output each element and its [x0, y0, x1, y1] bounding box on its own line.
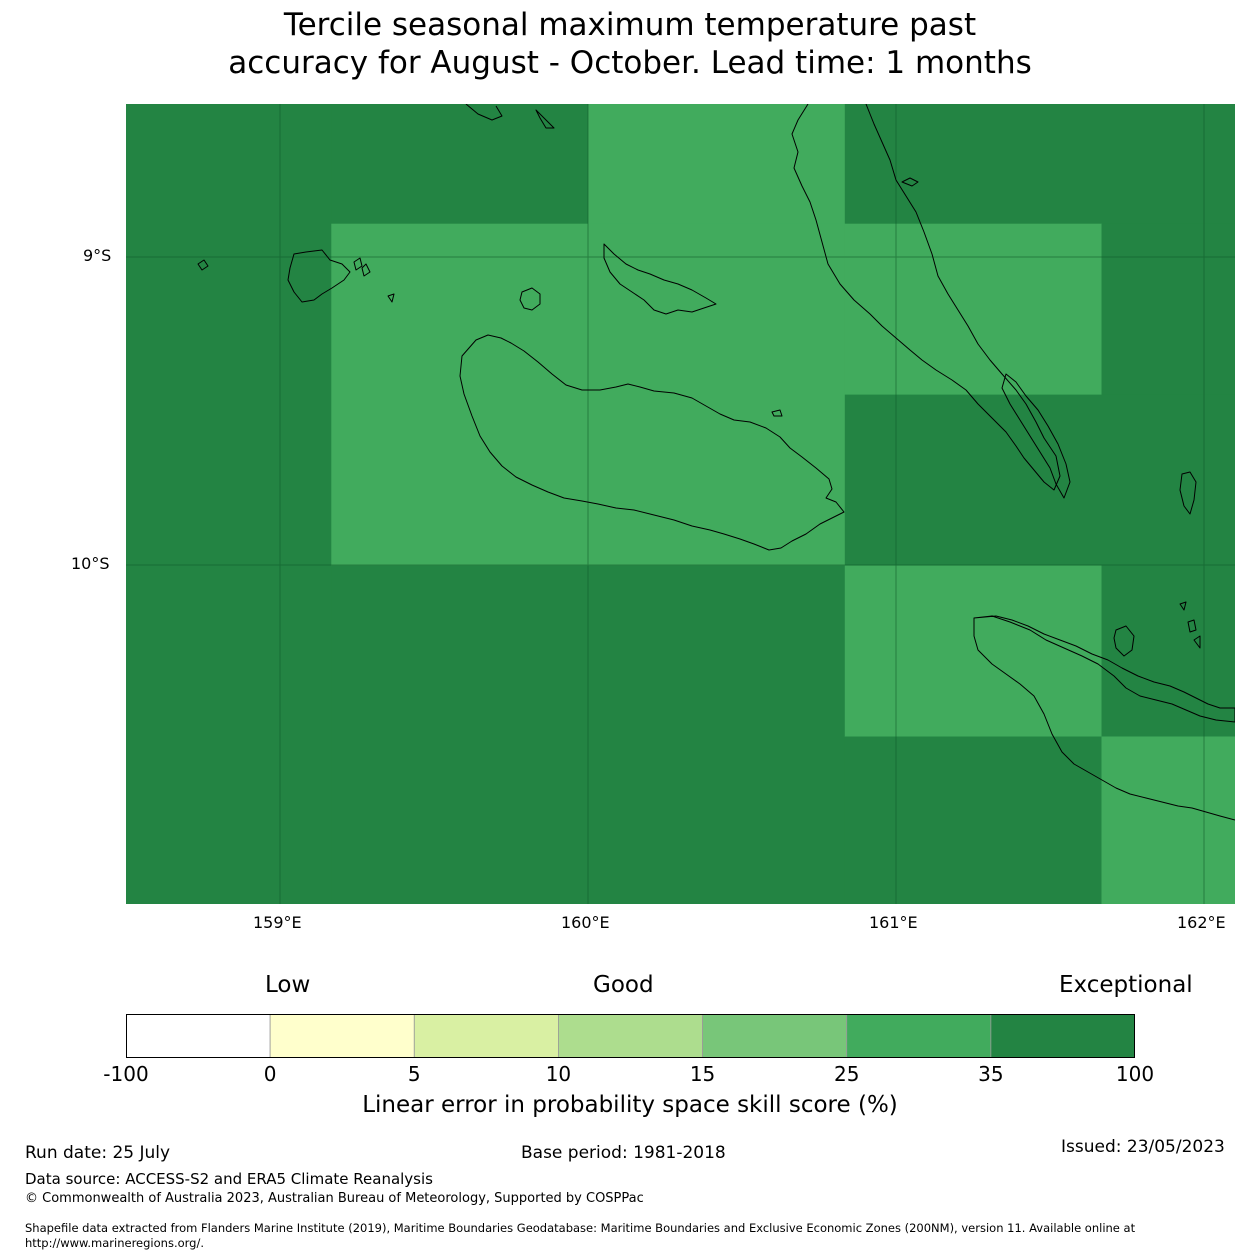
- colorbar-label: Linear error in probability space skill …: [362, 1092, 898, 1118]
- map-gridlines: [126, 104, 1235, 904]
- chart-title: Tercile seasonal maximum temperature pas…: [0, 6, 1260, 82]
- guadalcanal-island: [459, 334, 845, 551]
- data-source: Data source: ACCESS-S2 and ERA5 Climate …: [25, 1170, 433, 1188]
- grid-cell-6: [1101, 223, 1235, 396]
- florida-islands: [603, 243, 717, 315]
- colorbar-tick-label: 100: [1115, 1062, 1155, 1086]
- grid-cell-1: [331, 104, 589, 225]
- uki-island: [1179, 471, 1197, 515]
- makira-south-coast: [973, 618, 1235, 821]
- grid-cell-7: [844, 394, 1235, 567]
- islet-8: [1187, 619, 1197, 633]
- colorbar-segment-1: [269, 1014, 415, 1058]
- colorbar-tick-label: -100: [103, 1062, 149, 1086]
- issued-date: Issued: 23/05/2023: [1061, 1137, 1225, 1157]
- islet-2: [535, 109, 555, 129]
- grid-cell-12: [1101, 736, 1235, 904]
- lat-label-10s: 10°S: [71, 554, 110, 573]
- grid-cell-11: [844, 736, 1103, 904]
- grid-cells: [126, 104, 1235, 904]
- run-date: Run date: 25 July: [25, 1143, 171, 1163]
- colorbar-segment-6: [990, 1014, 1135, 1058]
- lon-label-159e: 159°E: [253, 913, 302, 932]
- colorbar-tick-label: 10: [545, 1062, 572, 1086]
- grid-cell-9: [844, 565, 1103, 737]
- colorbar-tick-label: 0: [263, 1062, 277, 1086]
- grid-cell-10: [1101, 565, 1235, 737]
- islet-1: [465, 104, 503, 121]
- small-island-east: [901, 177, 919, 187]
- title-line-2: accuracy for August - October. Lead time…: [228, 45, 1032, 81]
- lon-label-161e: 161°E: [869, 913, 918, 932]
- colorbar-category-good: Good: [593, 972, 654, 998]
- copyright: © Commonwealth of Australia 2023, Austra…: [25, 1191, 644, 1206]
- small-malaita-island: [1001, 373, 1071, 499]
- lon-label-162e: 162°E: [1177, 913, 1226, 932]
- makira-island: [973, 615, 1235, 723]
- malaita-island: [791, 104, 1061, 491]
- islet-7: [1179, 601, 1187, 611]
- colorbar-category-low: Low: [265, 972, 311, 998]
- russell-islands: [287, 249, 351, 303]
- grid-cell-5: [844, 223, 1103, 396]
- skill-map: [126, 104, 1235, 904]
- colorbar-tick-label: 15: [689, 1062, 716, 1086]
- coastlines: [197, 104, 1235, 821]
- colorbar-tick-label: 5: [407, 1062, 421, 1086]
- lat-label-9s: 9°S: [83, 246, 112, 265]
- colorbar-segment-2: [413, 1014, 559, 1058]
- grid-cell-0: [126, 104, 332, 904]
- islet-3: [353, 257, 363, 271]
- colorbar-tick-label: 25: [833, 1062, 860, 1086]
- colorbar-segment-4: [702, 1014, 848, 1058]
- base-period: Base period: 1981-2018: [521, 1143, 726, 1163]
- shapefile-credit-line-1: Shapefile data extracted from Flanders M…: [25, 1221, 1136, 1235]
- colorbar-segment-0: [126, 1014, 271, 1058]
- colorbar-category-exceptional: Exceptional: [1059, 972, 1193, 998]
- grid-cell-2: [588, 104, 846, 225]
- islet-6: [771, 409, 783, 417]
- lon-label-160e: 160°E: [561, 913, 610, 932]
- grid-cell-3: [844, 104, 1235, 225]
- colorbar-tick-label: 35: [978, 1062, 1004, 1086]
- islet-9: [1193, 635, 1201, 649]
- colorbar: [126, 1014, 1135, 1058]
- savo-island: [519, 287, 541, 311]
- colorbar-segment-3: [558, 1014, 703, 1058]
- shapefile-credit-line-2: http://www.marineregions.org/.: [25, 1236, 204, 1250]
- colorbar-segment-5: [846, 1014, 992, 1058]
- islet-4: [361, 263, 371, 277]
- ulawa-island: [1113, 625, 1135, 657]
- islet-5: [387, 293, 395, 303]
- colorbar-frame: [126, 1014, 1135, 1058]
- title-line-1: Tercile seasonal maximum temperature pas…: [283, 7, 977, 43]
- small-island-west: [197, 259, 209, 271]
